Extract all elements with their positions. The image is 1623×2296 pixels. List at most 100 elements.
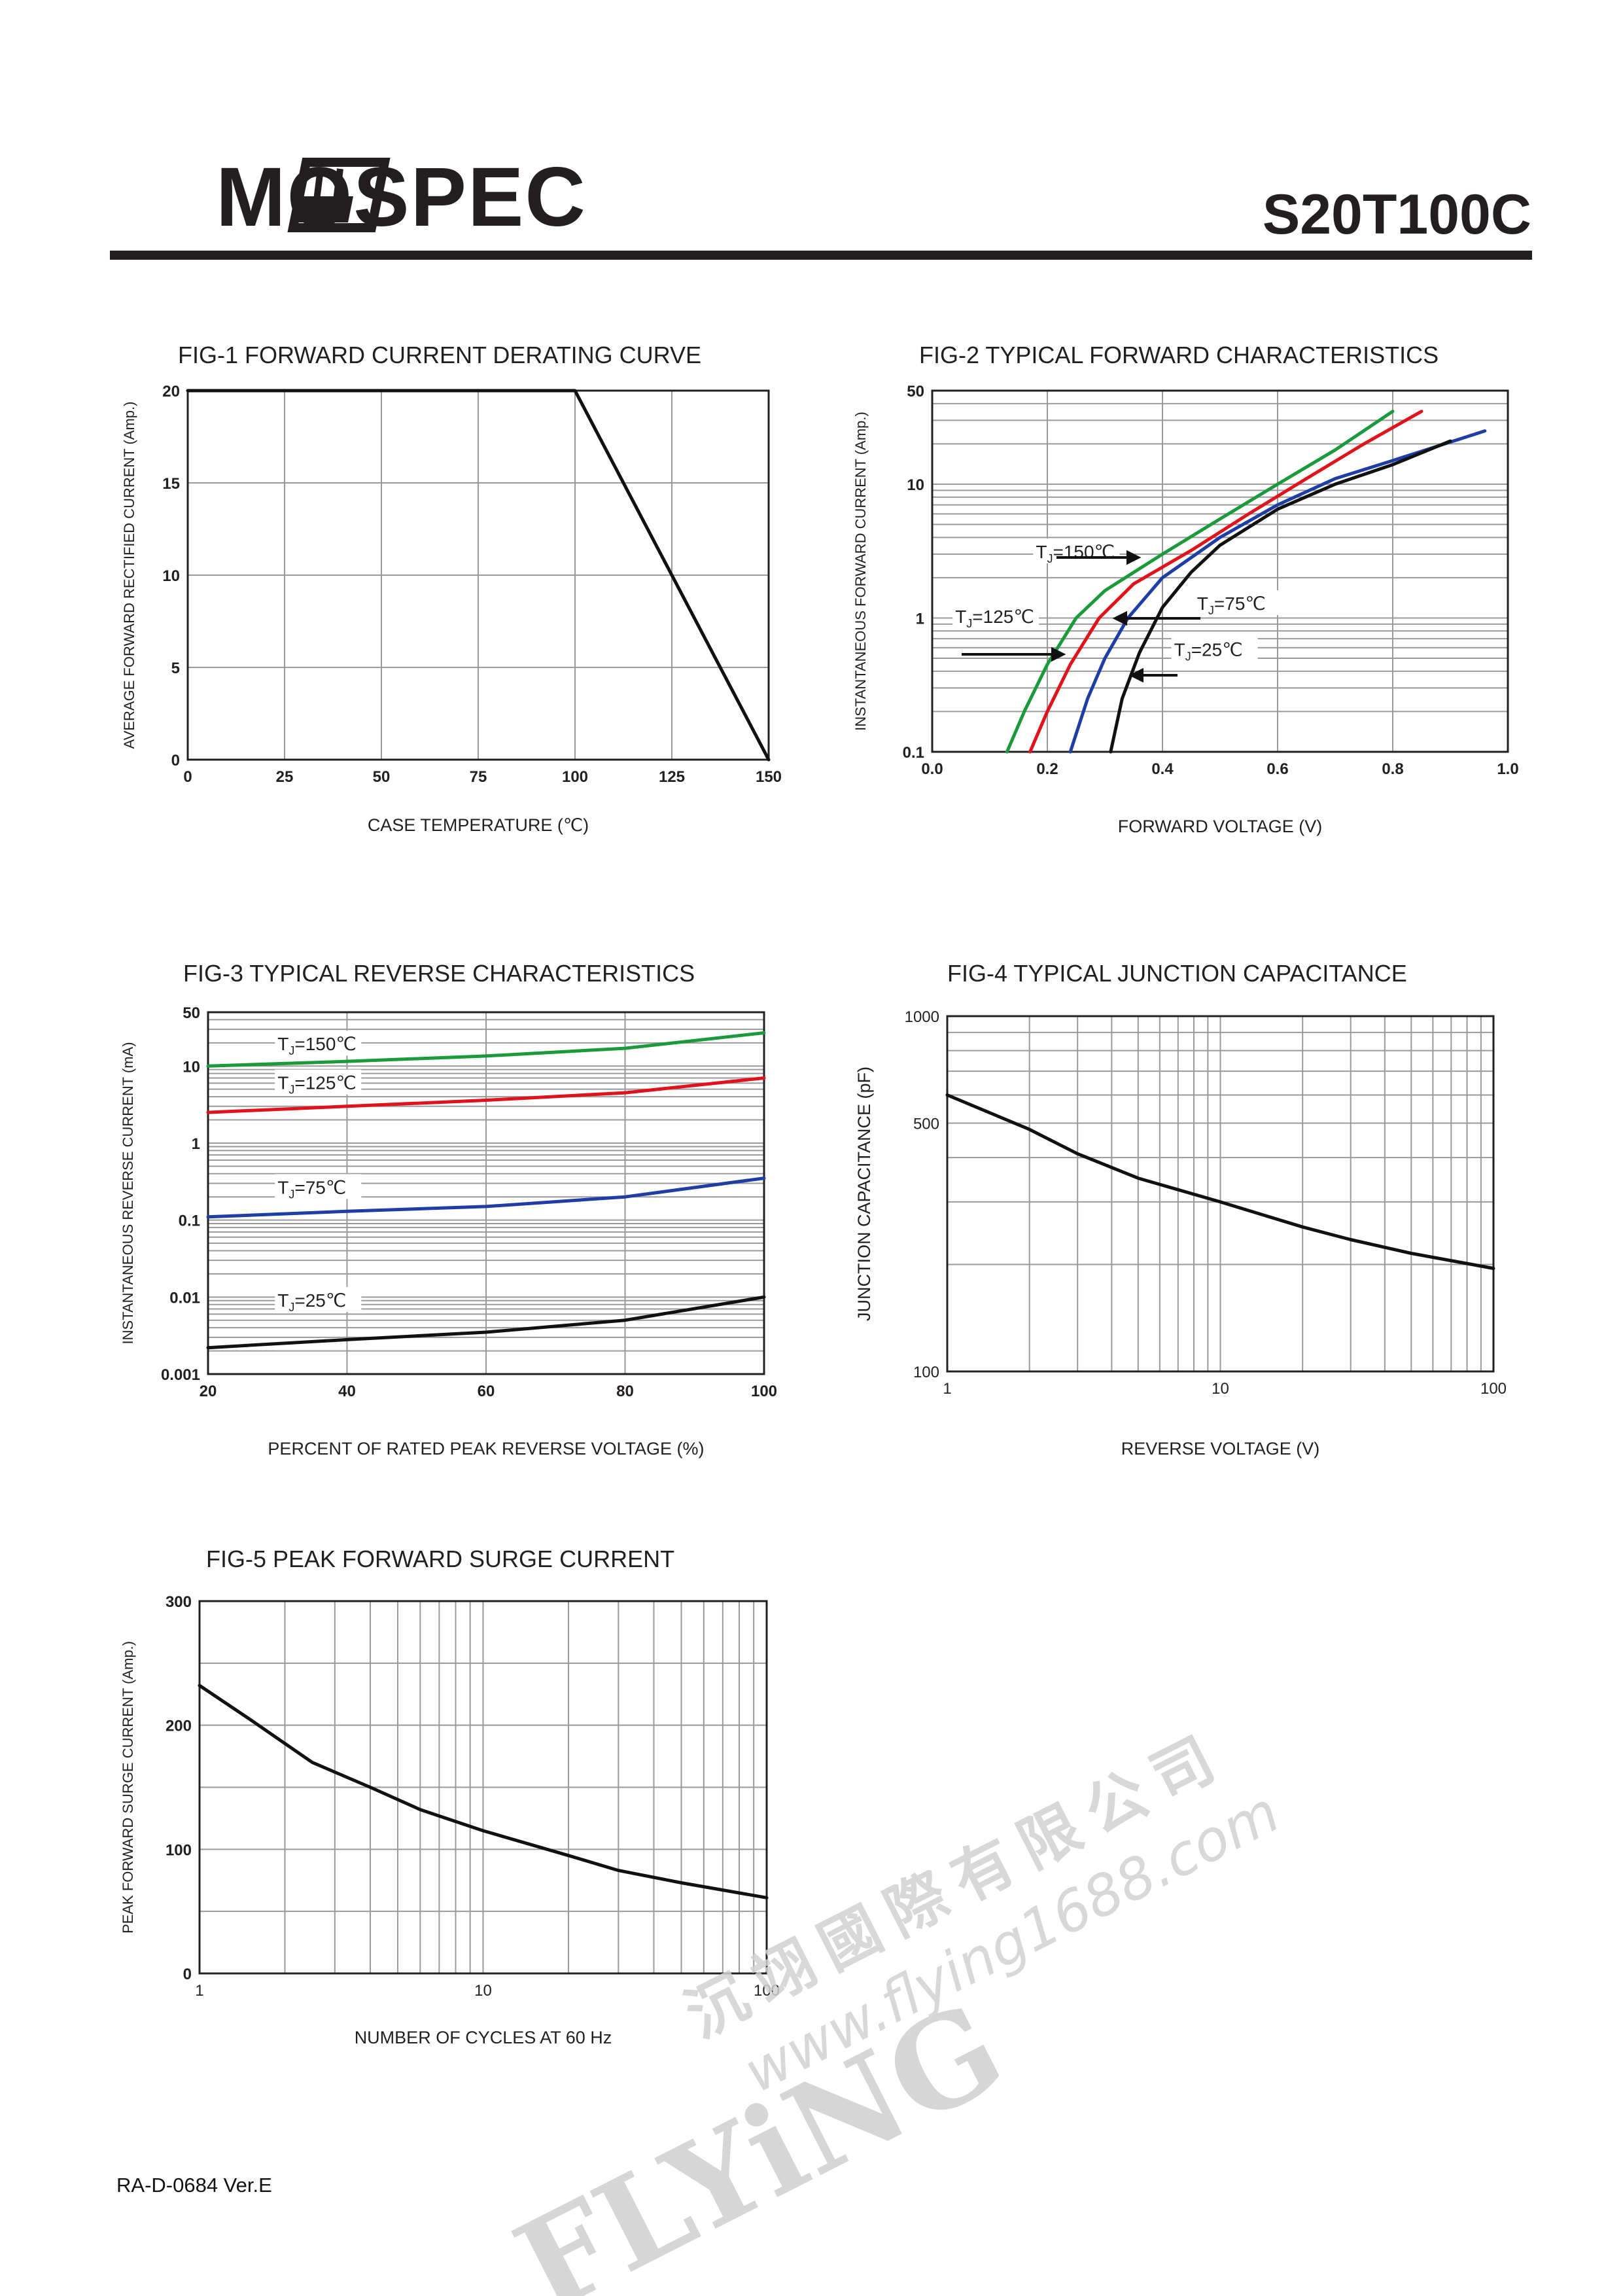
- fig3-ytick-label: 0.1: [179, 1212, 200, 1230]
- fig5-xlabel: NUMBER OF CYCLES AT 60 Hz: [355, 2028, 612, 2047]
- fig3-xtick-label: 20: [200, 1383, 217, 1400]
- fig5-ytick-label: 200: [166, 1718, 192, 1735]
- fig3-annotation-3: TJ=25℃: [277, 1290, 346, 1314]
- fig3-title: FIG-3 TYPICAL REVERSE CHARACTERISTICS: [183, 960, 695, 987]
- fig4-ytick-label: 500: [913, 1115, 939, 1133]
- fig5-plot-frame: [198, 1600, 768, 1975]
- fig2-xtick-label: 1.0: [1497, 760, 1518, 778]
- fig1-xtick-label: 75: [470, 768, 487, 786]
- fig3-chart: FIG-3 TYPICAL REVERSE CHARACTERISTICS 20 4…: [120, 960, 777, 1458]
- fig2-series-line-0: [1005, 410, 1395, 754]
- fig5-ytick-label: 0: [183, 1966, 192, 1983]
- mospec-logo-mark: [287, 158, 391, 232]
- fig2-xtick-label: 0.2: [1036, 760, 1058, 778]
- fig2-annotation-bg: [1033, 539, 1120, 564]
- brand-name: MOSPEC: [216, 150, 587, 244]
- fig5-title: FIG-5 PEAK FORWARD SURGE CURRENT: [206, 1545, 674, 1572]
- fig1-ytick-label: 5: [171, 660, 180, 677]
- fig1-ytick-label: 0: [171, 752, 180, 769]
- fig2-xlabel: FORWARD VOLTAGE (V): [1118, 817, 1323, 836]
- fig1-xtick-label: 50: [373, 768, 391, 786]
- fig2-grid: [932, 390, 1509, 752]
- fig5-series-line-0: [198, 1684, 769, 1899]
- fig1-grid: [187, 390, 769, 760]
- fig1-xtick-label: 0: [183, 768, 192, 786]
- fig3-annotation-0: TJ=150℃: [277, 1034, 357, 1057]
- fig3-xtick-label: 80: [616, 1383, 634, 1400]
- fig5-xtick-label: 10: [474, 1982, 492, 2000]
- fig2-ylabel: INSTANTANEOUS FORWARD CURRENT (Amp.): [852, 412, 869, 731]
- fig3-annotation-1: TJ=125℃: [277, 1073, 357, 1097]
- fig3-series-line-3: [206, 1295, 766, 1350]
- fig4-xtick-label: 100: [1480, 1380, 1507, 1398]
- fig2-annotation-bg: [952, 603, 1039, 628]
- fig3-ytick-label: 50: [183, 1004, 200, 1022]
- fig2-xtick-label: 0.6: [1266, 760, 1288, 778]
- fig2-annotation-bg: [1171, 636, 1258, 662]
- fig1-ytick-label: 10: [162, 567, 180, 585]
- fig1-chart: FIG-1 FORWARD CURRENT DERATING CURVE 0 25 5…: [121, 342, 782, 835]
- fig3-ylabel: INSTANTANEOUS REVERSE CURRENT (mA): [120, 1042, 136, 1344]
- fig4-grid: [947, 1016, 1494, 1372]
- fig4-chart: FIG-4 TYPICAL JUNCTION CAPACITANCE 1 10 100…: [854, 960, 1507, 1458]
- fig3-annotation-2: TJ=75℃: [277, 1177, 346, 1201]
- header-rule: [110, 251, 1532, 260]
- fig4-title: FIG-4 TYPICAL JUNCTION CAPACITANCE: [947, 960, 1407, 987]
- fig2-xtick-label: 0.0: [921, 760, 943, 778]
- fig2-plot-frame: [931, 389, 1509, 753]
- fig1-series-line-0: [186, 389, 771, 762]
- fig1-xtick-label: 125: [659, 768, 685, 786]
- fig4-ytick-label: 1000: [905, 1008, 939, 1026]
- fig5-xtick-label: 100: [754, 1982, 780, 2000]
- fig2-ytick-label: 1: [916, 610, 924, 627]
- fig2-series-line-1: [1028, 410, 1423, 754]
- fig1-title: FIG-1 FORWARD CURRENT DERATING CURVE: [178, 342, 701, 368]
- fig4-ytick-label: 100: [913, 1364, 939, 1381]
- fig4-xtick-label: 10: [1212, 1380, 1229, 1398]
- fig3-series-line-0: [206, 1031, 766, 1068]
- fig1-ylabel: AVERAGE FORWARD RECTIFIED CURRENT (Amp.): [121, 402, 137, 749]
- fig2-arrowhead-0: [1126, 550, 1142, 565]
- fig2-xtick-label: 0.8: [1382, 760, 1403, 778]
- fig5-chart: FIG-5 PEAK FORWARD SURGE CURRENT 1 10 100 0 1…: [120, 1545, 780, 2047]
- fig2-ytick-label: 10: [907, 476, 924, 494]
- fig3-annotation-bg: [275, 1069, 362, 1095]
- fig2-annotation-bg: [1194, 590, 1281, 616]
- fig5-ytick-label: 100: [166, 1841, 192, 1859]
- fig3-series-line-1: [206, 1076, 766, 1114]
- fig5-ylabel: PEAK FORWARD SURGE CURRENT (Amp.): [120, 1641, 136, 1934]
- fig3-xlabel: PERCENT OF RATED PEAK REVERSE VOLTAGE (%…: [268, 1439, 704, 1458]
- fig3-xtick-label: 40: [338, 1383, 356, 1400]
- fig1-ytick-label: 20: [162, 383, 180, 400]
- fig1-ytick-label: 15: [162, 475, 180, 493]
- fig1-xlabel: CASE TEMPERATURE (℃): [368, 815, 589, 835]
- fig3-xtick-label: 60: [478, 1383, 495, 1400]
- fig2-annotation-3: TJ=25℃: [1174, 640, 1243, 663]
- fig4-series-line-0: [945, 1093, 1495, 1270]
- fig4-xlabel: REVERSE VOLTAGE (V): [1121, 1439, 1320, 1458]
- fig2-series-line-2: [1068, 429, 1487, 754]
- fig3-ytick-label: 0.001: [161, 1366, 200, 1384]
- fig3-xtick-label: 100: [751, 1383, 777, 1400]
- fig3-ytick-label: 1: [192, 1135, 200, 1153]
- fig5-xtick-label: 1: [195, 1982, 203, 2000]
- fig3-plot-frame: [207, 1011, 765, 1375]
- fig3-annotation-bg: [275, 1174, 362, 1199]
- fig3-annotation-bg: [275, 1287, 362, 1313]
- fig1-xtick-label: 25: [276, 768, 294, 786]
- fig1-xtick-label: 150: [756, 768, 782, 786]
- fig2-title: FIG-2 TYPICAL FORWARD CHARACTERISTICS: [919, 342, 1439, 368]
- part-number: S20T100C: [1262, 183, 1531, 246]
- fig2-annotation-1: TJ=125℃: [955, 607, 1034, 630]
- fig2-chart: FIG-2 TYPICAL FORWARD CHARACTERISTICS 0.0…: [852, 342, 1519, 836]
- fig2-annotation-2: TJ=75℃: [1197, 593, 1266, 617]
- fig2-arrowhead-2: [1112, 610, 1127, 626]
- fig3-ytick-label: 10: [183, 1058, 200, 1076]
- fig1-xtick-label: 100: [562, 768, 588, 786]
- fig2-arrowhead-3: [1128, 667, 1143, 683]
- fig3-series-line-2: [206, 1176, 766, 1219]
- fig4-xtick-label: 1: [943, 1380, 951, 1398]
- fig2-arrowhead-1: [1051, 646, 1066, 662]
- fig3-ytick-label: 0.01: [169, 1289, 200, 1307]
